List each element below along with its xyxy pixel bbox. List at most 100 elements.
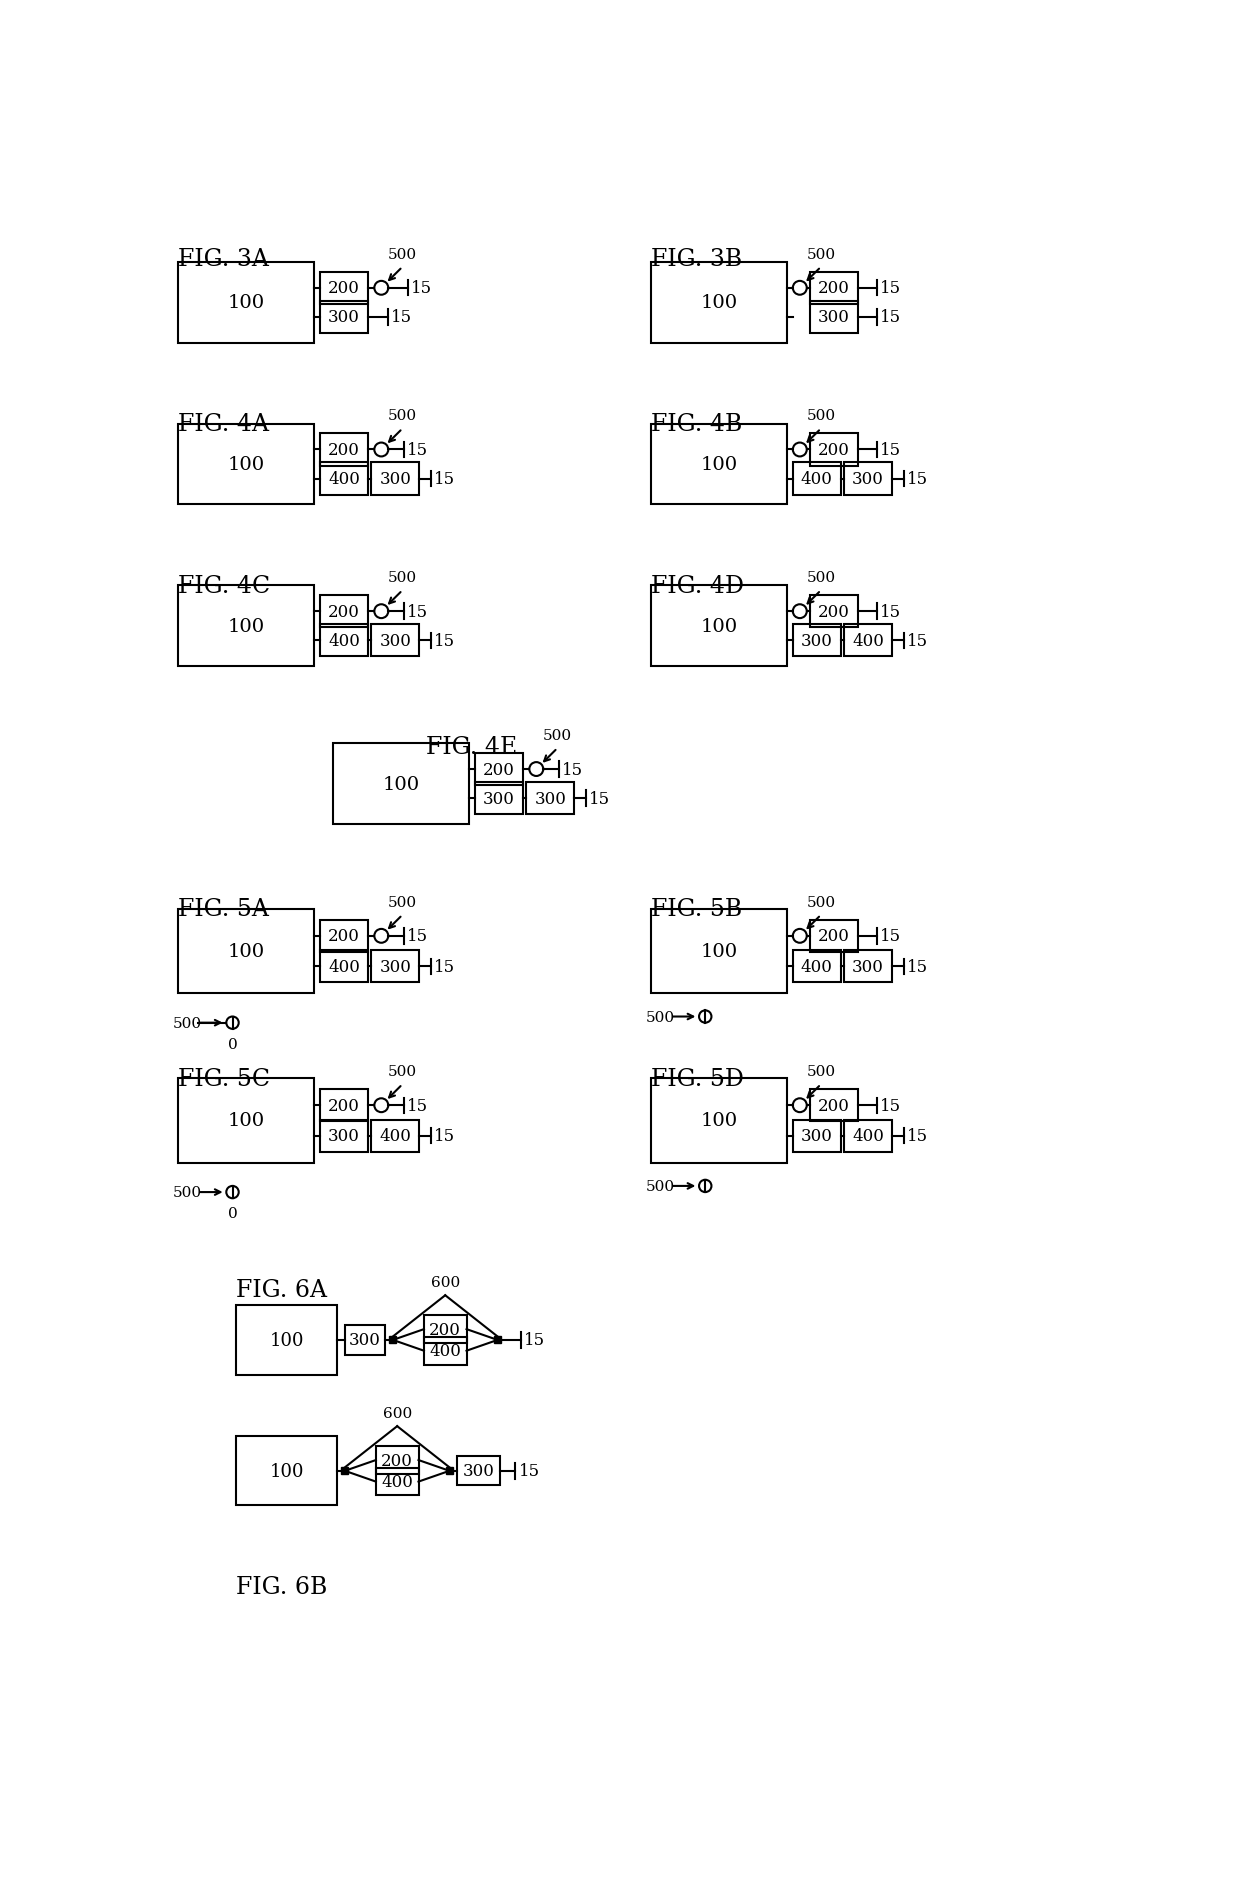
Text: 500: 500 xyxy=(806,1065,836,1078)
Text: 0: 0 xyxy=(228,1037,237,1050)
Text: 300: 300 xyxy=(379,470,412,487)
Text: 300: 300 xyxy=(852,958,884,975)
Text: 500: 500 xyxy=(388,570,417,585)
Text: 15: 15 xyxy=(880,442,901,459)
Text: 500: 500 xyxy=(388,896,417,909)
Bar xyxy=(376,1468,419,1496)
Bar xyxy=(651,425,786,504)
Text: 200: 200 xyxy=(818,1097,849,1114)
Bar xyxy=(371,1120,419,1152)
Bar xyxy=(792,625,841,657)
Text: 200: 200 xyxy=(381,1451,413,1468)
Text: 500: 500 xyxy=(388,1065,417,1078)
Text: 500: 500 xyxy=(174,1016,202,1029)
Text: 300: 300 xyxy=(818,309,849,326)
Text: 300: 300 xyxy=(534,790,567,807)
Bar xyxy=(810,597,858,629)
Bar xyxy=(376,1447,419,1474)
Text: 300: 300 xyxy=(463,1462,495,1479)
Text: 15: 15 xyxy=(525,1332,546,1349)
Bar xyxy=(810,920,858,952)
Text: 500: 500 xyxy=(646,1011,675,1024)
Text: 200: 200 xyxy=(429,1321,461,1338)
Text: 15: 15 xyxy=(407,604,428,621)
Bar xyxy=(320,625,368,657)
Bar xyxy=(458,1457,500,1485)
Text: 200: 200 xyxy=(484,760,515,777)
Bar xyxy=(651,909,786,994)
Text: 400: 400 xyxy=(429,1342,461,1359)
Bar xyxy=(320,273,368,305)
Text: 300: 300 xyxy=(484,790,515,807)
Text: 100: 100 xyxy=(382,775,419,792)
Text: 15: 15 xyxy=(880,280,901,297)
Bar xyxy=(844,1120,892,1152)
Text: 100: 100 xyxy=(701,294,738,312)
Text: 500: 500 xyxy=(806,570,836,585)
Text: 200: 200 xyxy=(818,928,849,945)
Text: 15: 15 xyxy=(589,790,610,807)
Text: 400: 400 xyxy=(852,632,884,649)
Text: FIG. 6A: FIG. 6A xyxy=(237,1278,327,1302)
Bar xyxy=(810,1090,858,1122)
Bar xyxy=(320,301,368,333)
Text: 15: 15 xyxy=(880,1097,901,1114)
Text: 400: 400 xyxy=(852,1127,884,1144)
Text: 400: 400 xyxy=(379,1127,412,1144)
Bar xyxy=(844,625,892,657)
Text: 600: 600 xyxy=(430,1276,460,1289)
Text: FIG. 3A: FIG. 3A xyxy=(179,247,269,271)
Text: 15: 15 xyxy=(407,442,428,459)
Text: 500: 500 xyxy=(806,408,836,423)
Bar xyxy=(371,463,419,495)
Text: 100: 100 xyxy=(227,617,264,636)
Text: 500: 500 xyxy=(388,247,417,262)
Text: 15: 15 xyxy=(434,470,455,487)
Text: 200: 200 xyxy=(818,442,849,459)
Bar xyxy=(320,950,368,982)
Text: 15: 15 xyxy=(562,760,583,777)
Text: FIG. 4D: FIG. 4D xyxy=(651,574,744,597)
Text: 600: 600 xyxy=(383,1406,412,1421)
Bar xyxy=(237,1436,337,1506)
Text: FIG. 5A: FIG. 5A xyxy=(179,898,269,920)
Bar xyxy=(792,463,841,495)
Text: 500: 500 xyxy=(806,247,836,262)
Bar xyxy=(341,1468,348,1474)
Text: 15: 15 xyxy=(880,604,901,621)
Bar xyxy=(334,743,469,824)
Text: 200: 200 xyxy=(818,604,849,621)
Bar xyxy=(651,585,786,666)
Text: 15: 15 xyxy=(906,632,928,649)
Bar xyxy=(810,273,858,305)
Bar xyxy=(179,585,314,666)
Text: 15: 15 xyxy=(518,1462,539,1479)
Text: 400: 400 xyxy=(329,632,360,649)
Bar xyxy=(320,1090,368,1122)
Bar xyxy=(371,950,419,982)
Text: 200: 200 xyxy=(329,442,360,459)
Text: 100: 100 xyxy=(701,1112,738,1129)
Text: 400: 400 xyxy=(329,958,360,975)
Bar xyxy=(446,1468,453,1474)
Bar xyxy=(792,950,841,982)
Bar xyxy=(424,1336,466,1364)
Text: 15: 15 xyxy=(906,1127,928,1144)
Text: FIG. 5C: FIG. 5C xyxy=(179,1067,270,1090)
Bar xyxy=(179,1078,314,1163)
Text: 100: 100 xyxy=(269,1331,304,1349)
Text: 100: 100 xyxy=(227,1112,264,1129)
Text: 300: 300 xyxy=(801,632,833,649)
Text: 100: 100 xyxy=(227,294,264,312)
Text: 300: 300 xyxy=(379,958,412,975)
Bar xyxy=(320,435,368,467)
Text: 100: 100 xyxy=(701,455,738,474)
Bar xyxy=(179,909,314,994)
Bar xyxy=(475,753,523,787)
Bar xyxy=(320,1120,368,1152)
Text: 15: 15 xyxy=(407,928,428,945)
Text: 100: 100 xyxy=(227,943,264,960)
Bar xyxy=(179,425,314,504)
Bar xyxy=(651,1078,786,1163)
Bar xyxy=(792,1120,841,1152)
